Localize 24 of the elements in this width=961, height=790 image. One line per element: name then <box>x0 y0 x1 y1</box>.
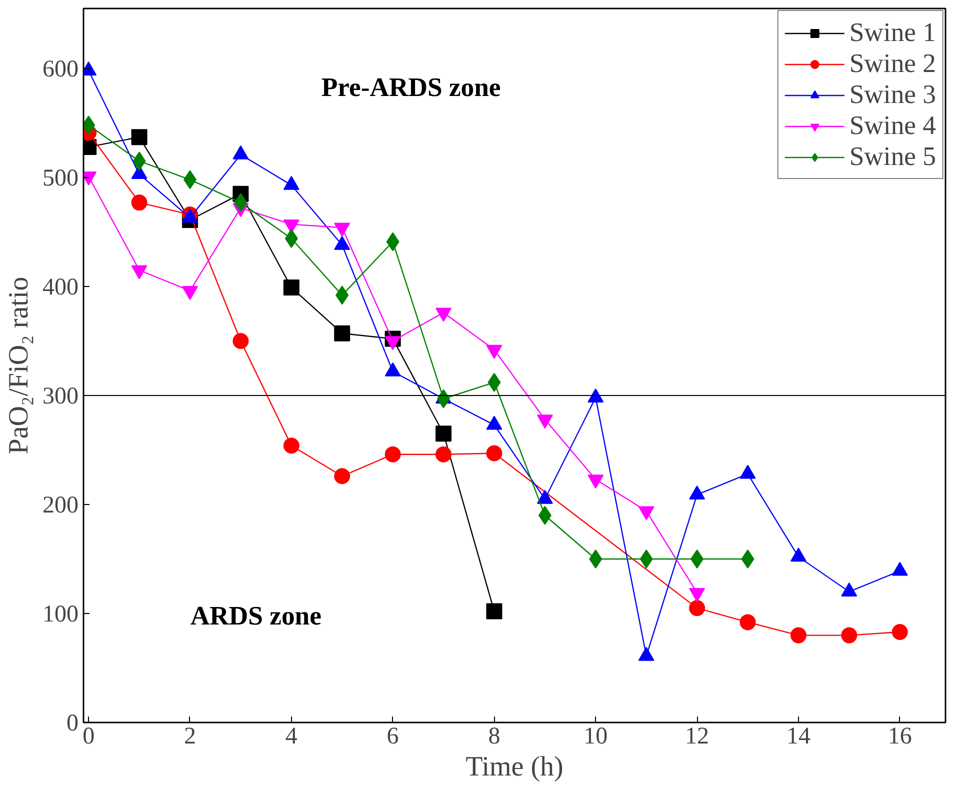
y-tick-label: 400 <box>42 274 78 300</box>
y-tick-label: 300 <box>42 383 78 410</box>
y-tick-label: 500 <box>42 165 78 192</box>
x-tick-label: 16 <box>888 724 912 750</box>
legend-label: Swine 4 <box>849 110 936 141</box>
y-tick-label: 100 <box>42 601 78 628</box>
y-axis-title: PaO₂/FiO₂ ratio <box>4 276 34 454</box>
legend-label: Swine 1 <box>849 17 936 48</box>
annotation: ARDS zone <box>190 600 322 630</box>
legend-label: Swine 2 <box>849 48 936 79</box>
x-tick-label: 14 <box>786 724 810 750</box>
x-tick-label: 10 <box>584 724 608 750</box>
x-axis-title: Time (h) <box>466 752 564 782</box>
x-tick-label: 2 <box>184 724 196 750</box>
legend-label: Swine 3 <box>849 79 936 110</box>
x-tick-label: 12 <box>685 724 710 750</box>
annotation: Pre-ARDS zone <box>321 72 501 102</box>
x-tick-label: 4 <box>285 724 298 750</box>
x-tick-label: 0 <box>82 724 95 750</box>
x-tick-label: 8 <box>488 724 500 750</box>
x-tick-label: 6 <box>386 724 399 750</box>
y-tick-label: 600 <box>42 56 78 82</box>
y-tick-label: 200 <box>42 492 78 518</box>
legend-label: Swine 5 <box>849 141 936 172</box>
